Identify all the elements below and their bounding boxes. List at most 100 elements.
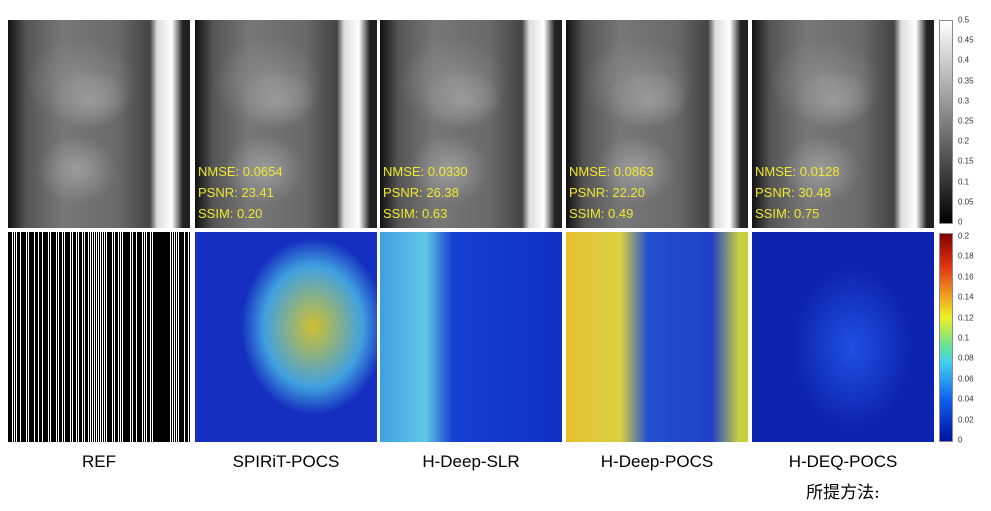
mask-line	[122, 232, 123, 442]
mask-line	[48, 232, 49, 442]
mask-line	[176, 232, 177, 442]
colorbar-tick: 0.18	[958, 251, 974, 261]
mask-line	[120, 232, 121, 442]
colorbar-tick: 0.06	[958, 374, 974, 384]
caption-ref: REF	[82, 452, 116, 471]
colorbar-tick: 0.04	[958, 394, 974, 404]
caption-h-deep-pocs: H-Deep-POCS	[600, 452, 714, 471]
mask-line	[92, 232, 93, 442]
colorbar-tick: 0.15	[958, 156, 974, 166]
mask-line	[152, 232, 153, 442]
mask-line	[42, 232, 43, 442]
mask-line	[20, 232, 21, 442]
mask-line	[132, 232, 133, 442]
colorbar-tick: 0.4	[958, 55, 970, 65]
colorbar-tick: 0.2	[958, 231, 970, 241]
mask-line	[56, 232, 57, 442]
mask-line	[184, 232, 185, 442]
colorbar-tick: 0.05	[958, 197, 974, 207]
mask-line	[188, 232, 189, 442]
mask-line	[136, 232, 137, 442]
mask-line	[114, 232, 115, 442]
colorbar-tick: 0.25	[958, 116, 974, 126]
mask-line	[94, 232, 95, 442]
jet-colorbar	[939, 233, 953, 442]
mask-line	[34, 232, 35, 442]
mask-line	[62, 232, 63, 442]
mask-line	[98, 232, 99, 442]
mask-line	[102, 232, 103, 442]
colorbar-tick: 0.14	[958, 292, 974, 302]
mask-line	[106, 232, 107, 442]
mask-line	[14, 232, 15, 442]
mask-line	[82, 232, 83, 442]
sampling-mask	[8, 232, 190, 442]
colorbar-tick: 0.5	[958, 15, 970, 25]
nmse: NMSE: 0.0863	[569, 164, 654, 179]
mask-line	[50, 232, 51, 442]
colorbar-tick: 0.1	[958, 177, 970, 187]
h-deep-slr-error-map	[380, 232, 562, 442]
nmse: NMSE: 0.0654	[198, 164, 283, 179]
mask-line	[172, 232, 173, 442]
mask-line	[76, 232, 77, 442]
reference-image	[8, 20, 190, 228]
mask-line	[170, 232, 171, 442]
metrics: NMSE: 0.0654 PSNR: 23.41 SSIM: 0.20	[198, 161, 283, 224]
mask-line	[12, 232, 13, 442]
h-deep-slr-recon: NMSE: 0.0330 PSNR: 26.38 SSIM: 0.63	[380, 20, 562, 228]
spirit-pocs-recon: NMSE: 0.0654 PSNR: 23.41 SSIM: 0.20	[195, 20, 377, 228]
gray-colorbar	[939, 20, 953, 224]
mask-line	[104, 232, 105, 442]
colorbar-tick: 0.35	[958, 76, 974, 86]
metrics: NMSE: 0.0863 PSNR: 22.20 SSIM: 0.49	[569, 161, 654, 224]
mask-line	[90, 232, 91, 442]
nmse: NMSE: 0.0128	[755, 164, 840, 179]
psnr: PSNR: 22.20	[569, 185, 645, 200]
nmse: NMSE: 0.0330	[383, 164, 468, 179]
mask-line	[70, 232, 71, 442]
mask-line	[112, 232, 113, 442]
colorbar-tick: 0.2	[958, 136, 970, 146]
mask-line	[88, 232, 89, 442]
metrics: NMSE: 0.0128 PSNR: 30.48 SSIM: 0.75	[755, 161, 840, 224]
ssim: SSIM: 0.49	[569, 206, 634, 221]
caption-h-deq-pocs: H-DEQ-POCS	[788, 452, 898, 471]
mask-line	[174, 232, 175, 442]
psnr: PSNR: 26.38	[383, 185, 459, 200]
colorbar-tick: 0.02	[958, 415, 974, 425]
mask-line	[142, 232, 143, 442]
mask-line	[72, 232, 73, 442]
h-deep-pocs-error-map	[566, 232, 748, 442]
mask-line	[130, 232, 131, 442]
mask-line	[144, 232, 145, 442]
proposed-method-label: 所提方法:	[806, 483, 880, 503]
ssim: SSIM: 0.75	[755, 206, 820, 221]
colorbar-tick: 0.45	[958, 35, 974, 45]
mask-line	[78, 232, 79, 442]
mask-line	[146, 232, 147, 442]
colorbar-tick: 0.08	[958, 353, 974, 363]
psnr: PSNR: 30.48	[755, 185, 831, 200]
mask-line	[118, 232, 119, 442]
mask-line	[84, 232, 85, 442]
colorbar-tick: 0.1	[958, 333, 970, 343]
h-deep-pocs-recon: NMSE: 0.0863 PSNR: 22.20 SSIM: 0.49	[566, 20, 748, 228]
caption-h-deep-slr: H-Deep-SLR	[422, 452, 520, 471]
caption-spirit-pocs: SPIRiT-POCS	[232, 452, 340, 471]
mask-line	[28, 232, 29, 442]
mask-line	[64, 232, 65, 442]
mask-line	[100, 232, 101, 442]
mask-line	[96, 232, 97, 442]
colorbar-tick: 0.3	[958, 96, 970, 106]
mask-line	[38, 232, 39, 442]
metrics: NMSE: 0.0330 PSNR: 26.38 SSIM: 0.63	[383, 161, 468, 224]
colorbar-tick: 0	[958, 435, 963, 445]
mask-line	[58, 232, 59, 442]
ssim: SSIM: 0.63	[383, 206, 448, 221]
spirit-pocs-error-map	[195, 232, 377, 442]
mask-line	[16, 232, 17, 442]
mask-line	[150, 232, 151, 442]
h-deq-pocs-recon: NMSE: 0.0128 PSNR: 30.48 SSIM: 0.75	[752, 20, 934, 228]
